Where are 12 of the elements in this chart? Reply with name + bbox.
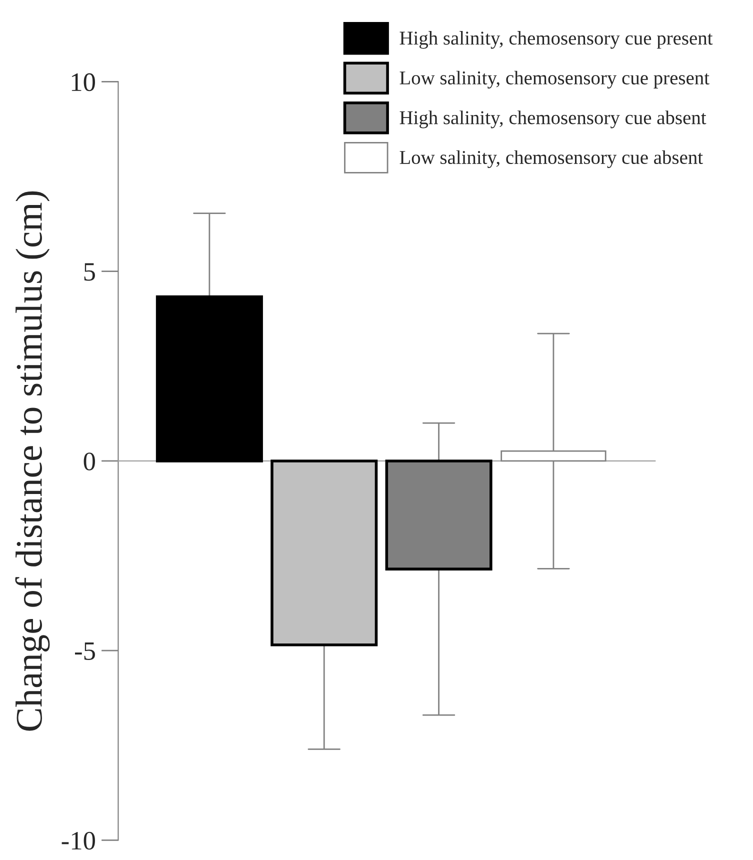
y-tick-label: -5 — [75, 642, 95, 660]
y-axis-title: Change of distance to stimulus (cm) — [15, 191, 50, 731]
y-tick-label: 0 — [84, 452, 95, 470]
y-tick-label: -10 — [62, 832, 95, 850]
y-tick-label: 10 — [72, 73, 95, 92]
legend-label: High salinity, chemosensory cue present — [400, 31, 713, 49]
legend-label: High salinity, chemosensory cue absent — [400, 110, 706, 128]
y-tick-label: 5 — [84, 263, 95, 281]
bar — [270, 460, 378, 646]
bar — [156, 295, 263, 462]
legend-label: Low salinity, chemosensory cue absent — [400, 150, 703, 168]
legend-label: Low salinity, chemosensory cue present — [400, 70, 710, 88]
